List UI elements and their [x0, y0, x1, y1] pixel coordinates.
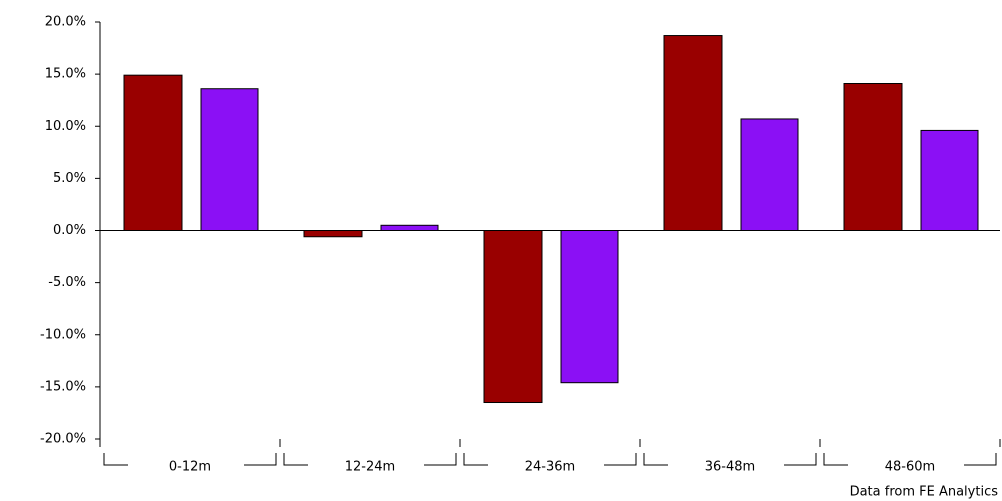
y-tick-label: -10.0% [40, 327, 86, 342]
category-bracket [964, 453, 997, 466]
y-tick-label: -20.0% [40, 432, 86, 447]
x-tick-label: 0-12m [169, 460, 211, 475]
y-tick-label: 15.0% [45, 67, 86, 82]
bar [200, 88, 259, 231]
source-note: Data from FE Analytics [850, 485, 999, 500]
bar [560, 230, 619, 384]
category-bracket [463, 453, 488, 466]
x-tick-label: 48-60m [885, 460, 935, 475]
x-tick-label: 12-24m [345, 460, 395, 475]
bar [663, 35, 723, 231]
y-tick-label: -5.0% [48, 275, 86, 290]
y-tick-label: 5.0% [53, 171, 86, 186]
bar [380, 224, 439, 232]
y-tick-label: -15.0% [40, 379, 86, 394]
category-bracket [244, 453, 277, 466]
category-bracket [784, 453, 817, 466]
bar [740, 118, 799, 231]
y-tick-label: 0.0% [53, 223, 86, 238]
category-bracket [643, 453, 668, 466]
bar [843, 83, 903, 231]
y-tick-label: 20.0% [45, 15, 86, 30]
x-tick-label: 36-48m [705, 460, 755, 475]
y-tick-label: 10.0% [45, 119, 86, 134]
bar [303, 230, 363, 238]
bar [920, 129, 979, 231]
category-bracket [283, 453, 308, 466]
category-bracket [823, 453, 848, 466]
category-bracket [103, 453, 128, 466]
bar [123, 74, 183, 232]
bar [483, 230, 543, 404]
x-tick-label: 24-36m [525, 460, 575, 475]
category-bracket [604, 453, 637, 466]
category-bracket [424, 453, 457, 466]
